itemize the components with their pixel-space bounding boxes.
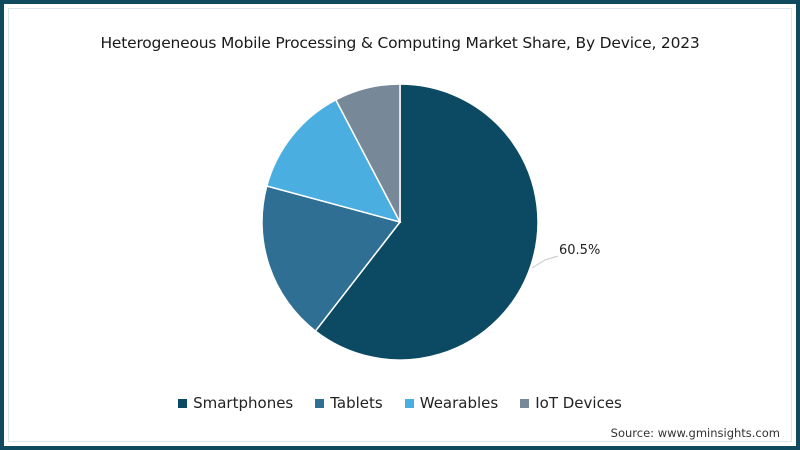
legend-label: IoT Devices (535, 394, 622, 412)
pie-slice-tablets[interactable] (261, 185, 402, 333)
legend-swatch-icon (520, 398, 530, 408)
legend-item-smartphones[interactable]: Smartphones (178, 394, 293, 412)
pie-slice-iot-devices[interactable] (334, 83, 401, 223)
pie-slices (261, 83, 539, 361)
legend-item-iot-devices[interactable]: IoT Devices (520, 394, 622, 412)
legend-item-tablets[interactable]: Tablets (315, 394, 383, 412)
chart-inner-border (8, 8, 792, 442)
legend-swatch-icon (315, 398, 325, 408)
legend: Smartphones Tablets Wearables IoT Device… (0, 394, 800, 412)
legend-label: Tablets (330, 394, 383, 412)
smartphones-data-label: 60.5% (559, 243, 601, 258)
legend-swatch-icon (178, 398, 188, 408)
legend-label: Wearables (419, 394, 499, 412)
pie-slice-smartphones[interactable] (314, 83, 539, 361)
legend-swatch-icon (404, 398, 414, 408)
legend-item-wearables[interactable]: Wearables (404, 394, 499, 412)
legend-label: Smartphones (193, 394, 294, 412)
leader-line (531, 255, 559, 269)
chart-title: Heterogeneous Mobile Processing & Comput… (100, 34, 700, 52)
source-note: Source: www.gminsights.com (610, 426, 780, 440)
pie-slice-wearables[interactable] (265, 98, 402, 224)
